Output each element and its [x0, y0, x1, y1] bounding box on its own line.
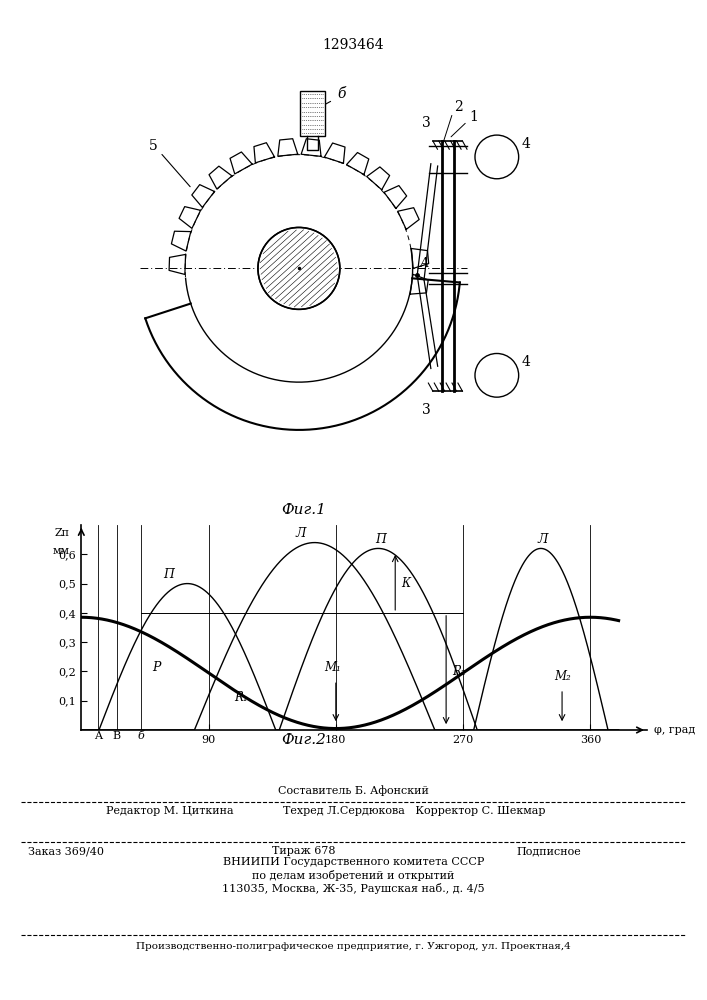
Text: φ, град: φ, град	[654, 725, 695, 735]
Text: мм: мм	[53, 546, 70, 556]
Text: 4: 4	[522, 137, 531, 151]
Text: Zп: Zп	[55, 528, 70, 538]
Text: Составитель Б. Афонский: Составитель Б. Афонский	[278, 785, 429, 796]
Text: П: П	[375, 533, 387, 546]
Text: 113035, Москва, Ж-35, Раушская наб., д. 4/5: 113035, Москва, Ж-35, Раушская наб., д. …	[222, 883, 485, 894]
Text: А: А	[419, 257, 429, 270]
Text: 3: 3	[422, 116, 431, 130]
Text: 3: 3	[422, 403, 431, 417]
Text: Редактор М. Циткина: Редактор М. Циткина	[106, 806, 234, 816]
Text: Л: Л	[537, 533, 547, 546]
Text: M₁: M₁	[325, 661, 341, 674]
Text: 2: 2	[454, 100, 462, 114]
Text: Фиг.2: Фиг.2	[281, 733, 327, 747]
Text: ВНИИПИ Государственного комитета СССР: ВНИИПИ Государственного комитета СССР	[223, 857, 484, 867]
Text: Л: Л	[296, 527, 305, 540]
Text: B: B	[112, 731, 121, 741]
Text: Фиг.1: Фиг.1	[281, 503, 327, 517]
Circle shape	[258, 227, 340, 309]
Text: К: К	[401, 577, 410, 590]
Text: Подписное: Подписное	[516, 846, 581, 856]
Text: П: П	[163, 568, 175, 581]
Text: R₂: R₂	[452, 665, 465, 678]
Text: Тираж 678: Тираж 678	[272, 846, 336, 856]
Text: A: A	[94, 731, 103, 741]
Circle shape	[475, 353, 519, 397]
Text: 4: 4	[522, 355, 531, 369]
Text: 1293464: 1293464	[322, 38, 385, 52]
Text: Заказ 369/40: Заказ 369/40	[28, 846, 104, 856]
Text: Техред Л.Сердюкова   Корректор С. Шекмар: Техред Л.Сердюкова Корректор С. Шекмар	[283, 806, 545, 816]
Bar	[300, 91, 325, 136]
Text: Р: Р	[152, 661, 160, 674]
Circle shape	[475, 135, 519, 179]
Text: по делам изобретений и открытий: по делам изобретений и открытий	[252, 870, 455, 881]
Text: M₂: M₂	[554, 670, 571, 683]
Text: Производственно-полиграфическое предприятие, г. Ужгород, ул. Проектная,4: Производственно-полиграфическое предприя…	[136, 942, 571, 951]
Text: 5: 5	[148, 139, 158, 153]
Text: б: б	[337, 87, 346, 101]
Text: б: б	[137, 731, 144, 741]
Text: R₁: R₁	[234, 691, 247, 704]
Text: 1: 1	[469, 110, 479, 124]
